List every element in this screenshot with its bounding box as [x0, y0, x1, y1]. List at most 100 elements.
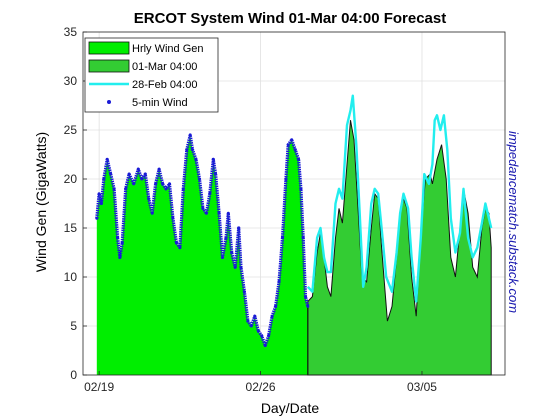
point-5-min-wind: [204, 211, 208, 215]
legend-swatch: [88, 41, 130, 55]
point-5-min-wind: [211, 157, 215, 161]
point-5-min-wind: [188, 133, 192, 137]
point-5-min-wind: [224, 236, 228, 240]
plot-frame: [82, 31, 506, 376]
point-5-min-wind: [246, 319, 250, 323]
point-5-min-wind: [299, 187, 303, 191]
point-5-min-wind: [253, 314, 257, 318]
point-5-min-wind: [226, 211, 230, 215]
point-5-min-wind: [99, 202, 103, 205]
legend-label: Hrly Wind Gen: [132, 43, 204, 55]
legend-item-hrly-wind-gen: Hrly Wind Gen: [88, 41, 204, 55]
legend-item-5-min-wind: 5-min Wind: [107, 97, 188, 109]
point-5-min-wind: [105, 157, 109, 161]
x-tick-label: 02/19: [84, 380, 114, 394]
point-5-min-wind: [306, 304, 310, 308]
legend: Hrly Wind Gen 01-Mar 04:00 28-Feb 04:00 5-m…: [84, 37, 219, 113]
legend-item-28-feb-04-00: 28-Feb 04:00: [89, 79, 197, 91]
point-5-min-wind: [286, 143, 290, 147]
point-5-min-wind: [260, 334, 264, 338]
source-watermark: impedancematch.substack.com: [506, 131, 521, 313]
x-tick-label: 02/26: [246, 380, 276, 394]
legend-swatch: [88, 59, 130, 73]
y-tick-label: 10: [64, 270, 78, 284]
point-5-min-wind: [277, 280, 281, 284]
point-5-min-wind: [185, 148, 189, 152]
point-5-min-wind: [230, 251, 234, 254]
point-5-min-wind: [140, 177, 144, 181]
point-5-min-wind: [267, 334, 271, 338]
point-5-min-wind: [147, 197, 151, 201]
point-5-min-wind: [178, 246, 182, 250]
point-5-min-wind: [293, 148, 297, 152]
point-5-min-wind: [194, 157, 198, 161]
point-5-min-wind: [112, 187, 116, 191]
y-tick-label: 35: [64, 25, 78, 39]
point-5-min-wind: [297, 157, 301, 161]
point-5-min-wind: [124, 187, 128, 191]
legend-label: 01-Mar 04:00: [132, 61, 197, 73]
point-5-min-wind: [214, 172, 218, 176]
point-5-min-wind: [150, 211, 154, 215]
point-5-min-wind: [233, 265, 237, 269]
y-tick-label: 25: [64, 123, 78, 137]
point-5-min-wind: [109, 172, 113, 176]
y-tick-label: 15: [64, 221, 78, 235]
point-5-min-wind: [136, 167, 140, 171]
point-5-min-wind: [157, 167, 161, 171]
point-5-min-wind: [256, 329, 260, 333]
point-5-min-wind: [274, 304, 278, 308]
legend-item-01-mar-04-00: 01-Mar 04:00: [88, 59, 197, 73]
series-layer: [95, 94, 493, 376]
point-5-min-wind: [304, 295, 307, 299]
point-5-min-wind: [116, 236, 120, 240]
point-5-min-wind: [97, 192, 101, 196]
point-5-min-wind: [284, 177, 288, 181]
point-5-min-wind: [301, 236, 305, 240]
point-5-min-wind: [242, 290, 246, 294]
point-5-min-wind: [143, 172, 147, 176]
point-5-min-wind: [154, 182, 158, 186]
point-5-min-wind: [174, 241, 178, 245]
point-5-min-wind: [208, 192, 212, 196]
area-hrly-wind-gen: [96, 134, 308, 375]
point-5-min-wind: [95, 216, 99, 220]
legend-label: 28-Feb 04:00: [132, 79, 197, 91]
legend-swatch: [107, 100, 111, 104]
point-5-min-wind: [191, 148, 194, 152]
point-5-min-wind: [281, 236, 284, 240]
point-5-min-wind: [118, 255, 122, 259]
y-tick-label: 0: [70, 368, 77, 382]
point-5-min-wind: [263, 344, 267, 348]
point-5-min-wind: [237, 226, 241, 230]
y-tick-label: 20: [64, 172, 78, 186]
line-28-feb-04-00: [306, 94, 493, 303]
y-axis-label: Wind Gen (GigaWatts): [33, 132, 49, 272]
point-5-min-wind: [221, 255, 224, 259]
point-5-min-wind: [120, 241, 124, 245]
point-5-min-wind: [249, 324, 253, 328]
point-5-min-wind: [181, 187, 185, 191]
point-5-min-wind: [198, 177, 201, 181]
point-5-min-wind: [161, 182, 165, 186]
point-5-min-wind: [217, 211, 221, 215]
point-5-min-wind: [168, 182, 171, 186]
y-tick-label: 5: [70, 319, 77, 333]
y-tick-label: 30: [64, 74, 78, 88]
x-tick-label: 03/05: [407, 380, 437, 394]
point-5-min-wind: [171, 216, 175, 220]
point-5-min-wind: [239, 265, 243, 269]
axis-ticks: 0 5 10 15 20 25 30 35 02/19 02/26 03/05: [64, 25, 438, 394]
line-5-min-wind: [95, 133, 310, 348]
point-5-min-wind: [102, 177, 106, 181]
point-5-min-wind: [201, 206, 205, 210]
point-5-min-wind: [164, 187, 168, 191]
x-axis-label: Day/Date: [261, 400, 320, 416]
point-5-min-wind: [270, 314, 274, 318]
chart-title: ERCOT System Wind 01-Mar 04:00 Forecast: [134, 10, 446, 27]
point-5-min-wind: [132, 182, 136, 186]
point-5-min-wind: [127, 172, 131, 176]
point-5-min-wind: [290, 138, 294, 142]
legend-label: 5-min Wind: [132, 97, 188, 109]
